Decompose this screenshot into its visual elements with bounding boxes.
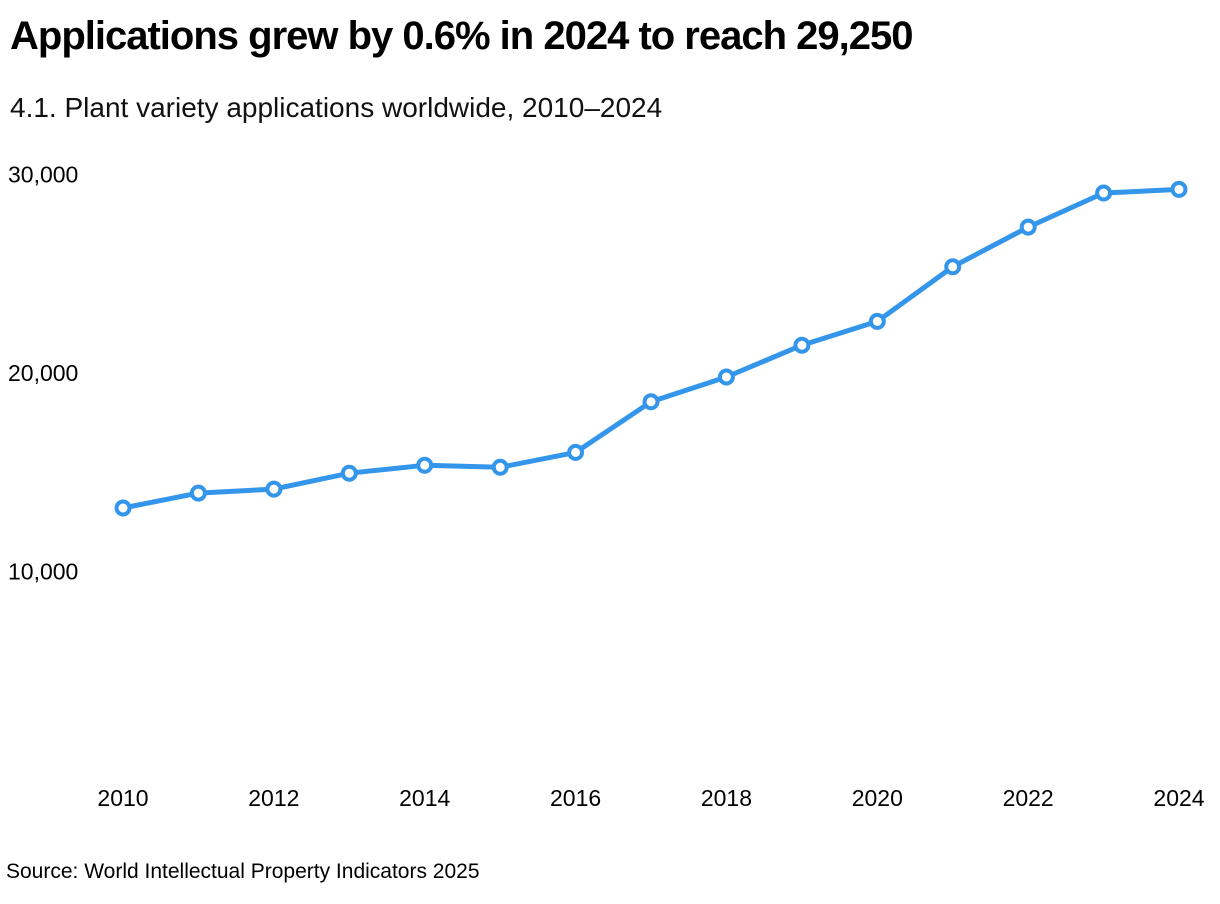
x-axis-tick-label: 2024 <box>1153 785 1204 811</box>
data-point-marker <box>868 312 886 330</box>
x-axis-tick-label: 2012 <box>248 785 299 811</box>
data-point-marker <box>340 464 358 482</box>
data-point-marker <box>189 484 207 502</box>
data-point-marker <box>1019 218 1037 236</box>
data-point-marker <box>717 368 735 386</box>
data-point-marker <box>567 443 585 461</box>
x-axis-tick-label: 2020 <box>852 785 903 811</box>
y-axis-tick-label: 30,000 <box>8 162 78 188</box>
x-axis-tick-label: 2016 <box>550 785 601 811</box>
data-line <box>120 186 1182 511</box>
data-point-marker <box>944 258 962 276</box>
data-point-marker <box>491 458 509 476</box>
x-axis-tick-label: 2014 <box>399 785 450 811</box>
data-point-marker <box>114 499 132 517</box>
x-axis-tick-label: 2018 <box>701 785 752 811</box>
data-point-marker <box>642 393 660 411</box>
y-axis-tick-label: 20,000 <box>8 360 78 386</box>
x-axis-tick-label: 2010 <box>97 785 148 811</box>
data-point-marker <box>1095 184 1113 202</box>
data-point-marker <box>1170 180 1188 198</box>
chart-source: Source: World Intellectual Property Indi… <box>6 860 480 883</box>
chart-subtitle: 4.1. Plant variety applications worldwid… <box>10 92 663 123</box>
data-point-marker <box>416 456 434 474</box>
data-point-marker <box>793 336 811 354</box>
chart-title: Applications grew by 0.6% in 2024 to rea… <box>10 14 914 58</box>
y-axis-tick-label: 10,000 <box>8 559 78 585</box>
data-point-marker <box>265 480 283 498</box>
x-axis-tick-label: 2022 <box>1003 785 1054 811</box>
